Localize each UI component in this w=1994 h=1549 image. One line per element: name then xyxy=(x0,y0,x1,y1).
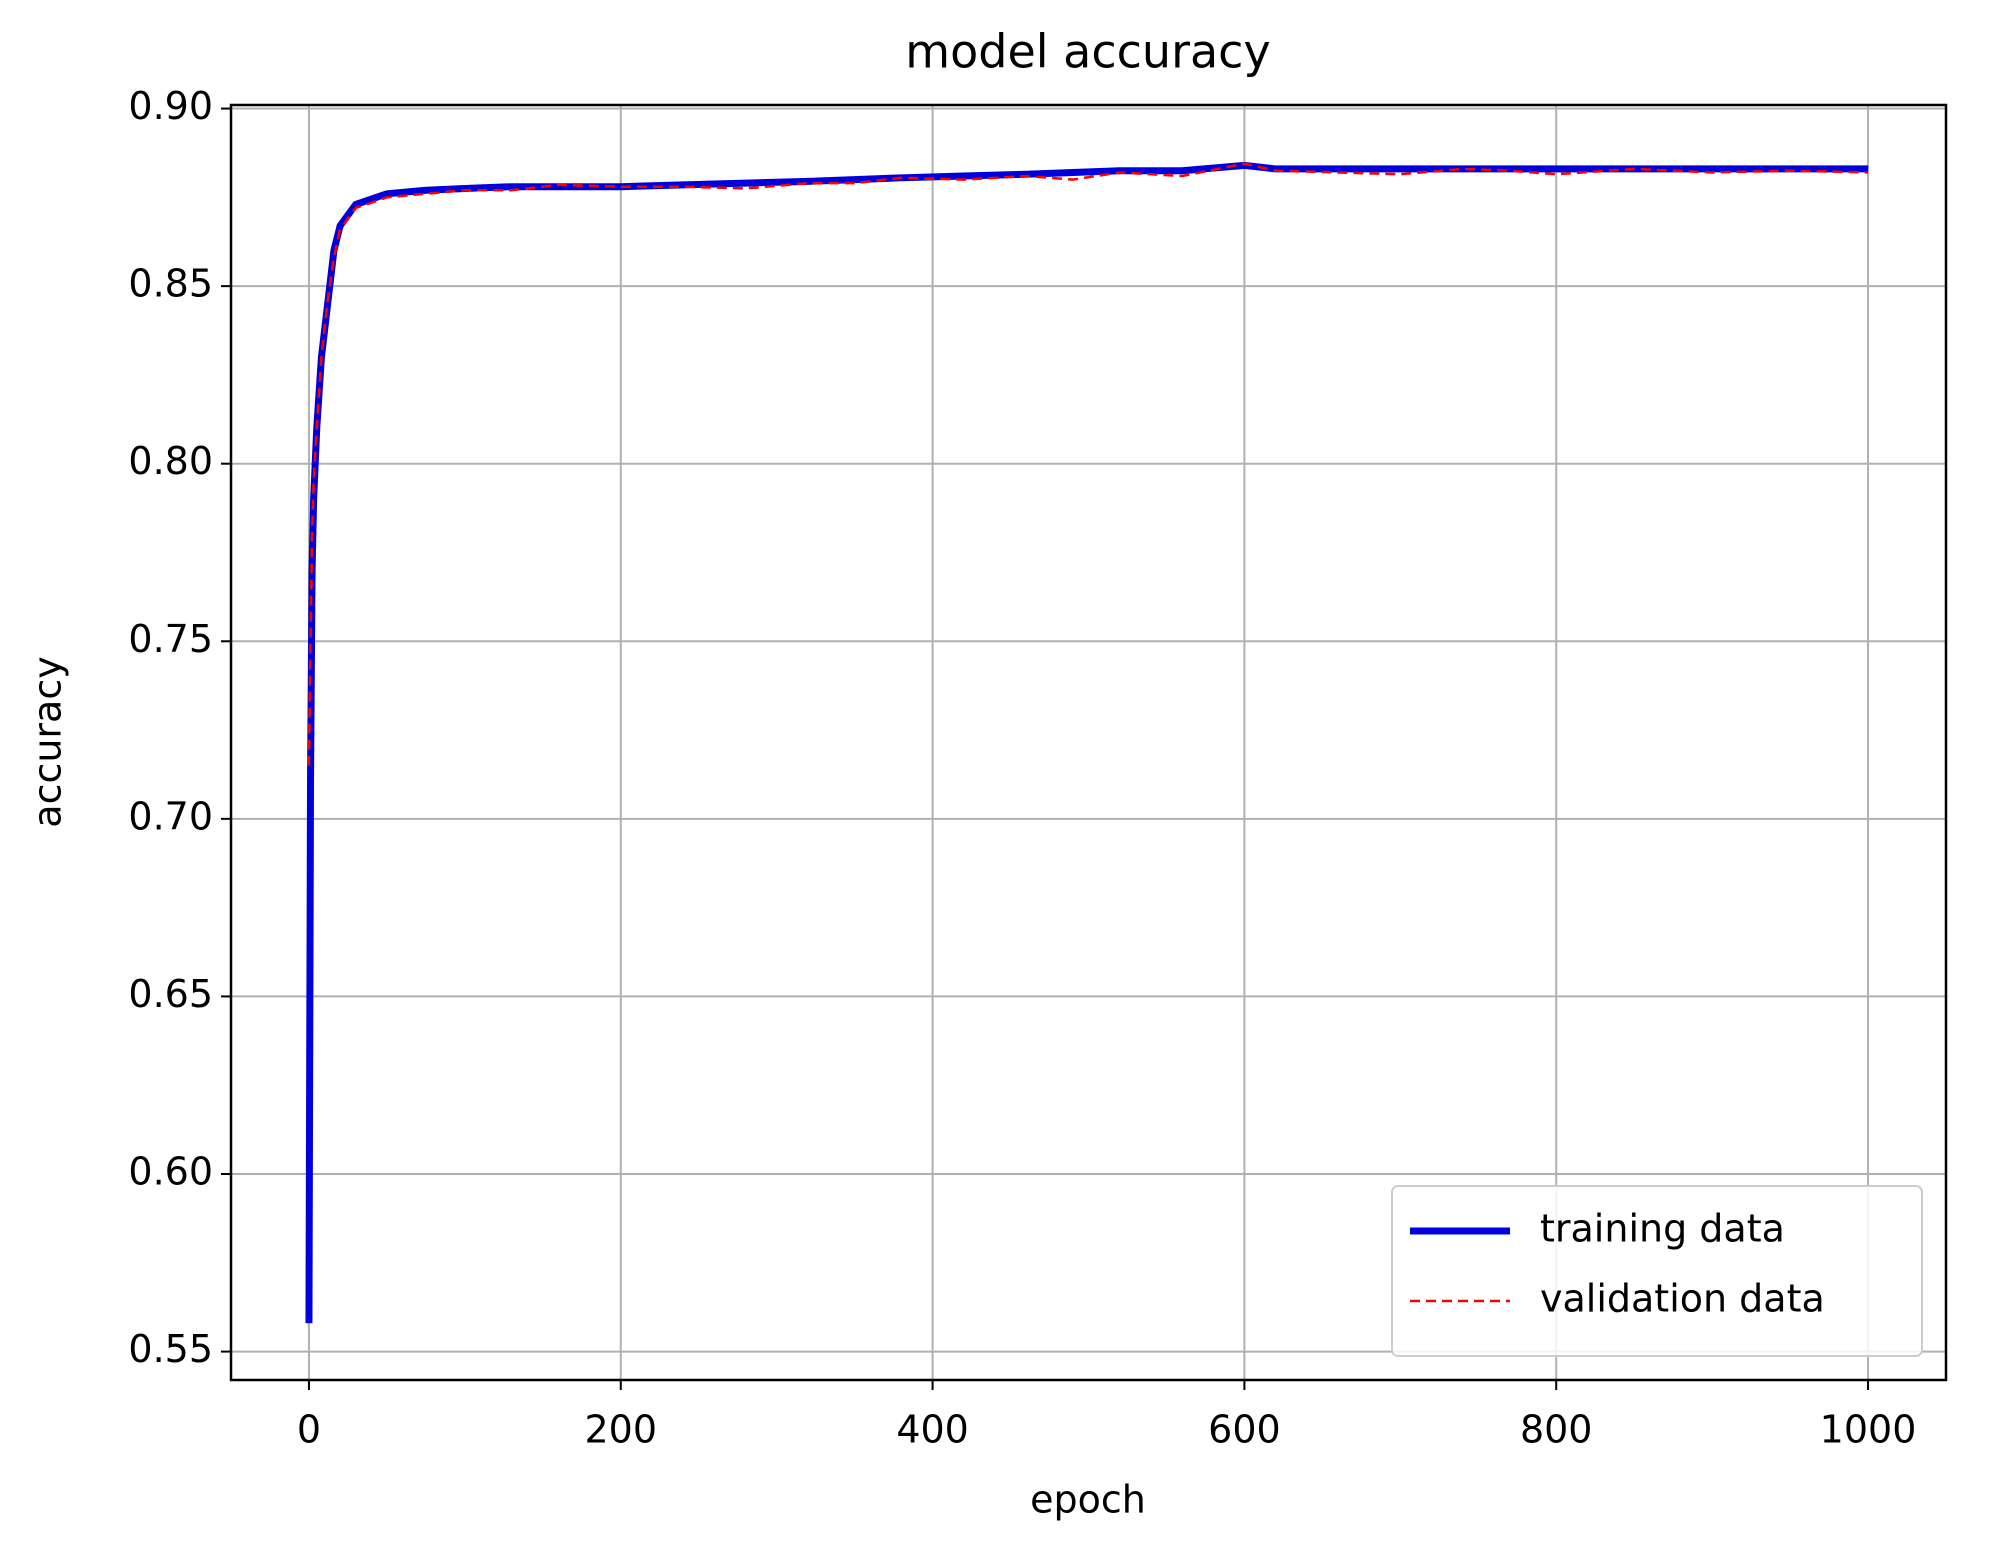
y-tick-label: 0.55 xyxy=(128,1327,213,1371)
y-tick-label: 0.60 xyxy=(128,1150,213,1194)
series-line xyxy=(307,162,1869,766)
legend-box xyxy=(1391,1185,1923,1357)
plot-frame xyxy=(229,103,1948,1382)
x-axis-label: epoch xyxy=(1030,1478,1146,1522)
y-tick-label: 0.65 xyxy=(128,972,213,1016)
y-tick-label: 0.90 xyxy=(128,84,213,128)
y-tick-label: 0.85 xyxy=(128,262,213,306)
y-tick-label: 0.75 xyxy=(128,617,213,661)
x-tick-label: 200 xyxy=(585,1408,658,1452)
x-tick-label: 600 xyxy=(1208,1408,1281,1452)
y-tick-label: 0.70 xyxy=(128,794,213,838)
y-tick-label: 0.80 xyxy=(128,439,213,483)
x-tick-label: 800 xyxy=(1520,1408,1593,1452)
series-line xyxy=(305,161,1869,1324)
legend-label: validation data xyxy=(1540,1277,1825,1321)
chart-title: model accuracy xyxy=(905,25,1270,79)
y-axis-label: accuracy xyxy=(26,656,70,827)
legend-label: training data xyxy=(1540,1207,1785,1251)
x-tick-label: 0 xyxy=(297,1408,321,1452)
x-tick-label: 1000 xyxy=(1820,1408,1917,1452)
legend: training data validation data xyxy=(1391,1185,1923,1357)
x-tick-label: 400 xyxy=(896,1408,969,1452)
